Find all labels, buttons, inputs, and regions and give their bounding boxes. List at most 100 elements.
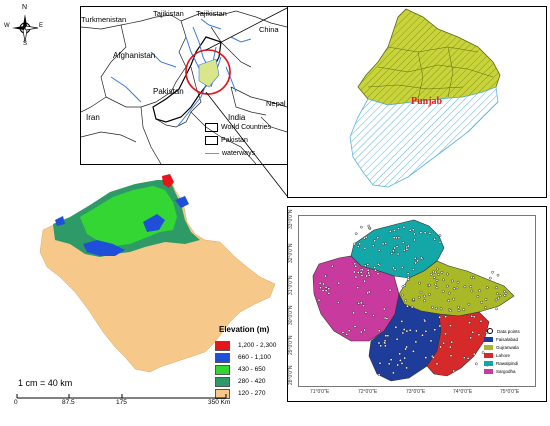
legend-swatch: [484, 344, 493, 350]
data-point-marker: [397, 227, 400, 230]
data-point-marker: [445, 284, 449, 288]
data-point-marker: [457, 309, 461, 312]
data-point-marker: [401, 285, 405, 288]
data-point-marker: [468, 321, 471, 324]
data-point-marker: [462, 308, 465, 311]
data-point-marker: [438, 234, 442, 237]
legend-line-icon: [205, 152, 219, 154]
data-point-marker: [373, 239, 376, 243]
data-point-marker: [357, 302, 361, 305]
scale-tick-3: 350 Km: [208, 399, 231, 406]
division-map-inner: [298, 215, 536, 387]
data-point-marker: [405, 345, 408, 349]
data-point-marker: [437, 273, 440, 276]
elevation-class-2: 660 - 1,100: [215, 351, 271, 364]
data-point-marker: [414, 340, 418, 344]
data-point-marker: [419, 231, 423, 234]
data-point-marker: [503, 294, 507, 297]
elevation-map: [35, 172, 285, 377]
legend-gujranwala: Gujranwala: [484, 343, 519, 351]
data-point-marker: [400, 362, 404, 365]
data-point-marker: [452, 297, 455, 301]
data-point-marker: [412, 268, 415, 271]
data-point-marker: [388, 288, 392, 292]
data-point-marker: [401, 266, 404, 269]
country-label-turkmenistan: Turkmenistan: [81, 15, 127, 24]
legend-box-icon: [205, 135, 218, 145]
data-point-marker: [428, 283, 431, 287]
data-point-marker: [480, 301, 483, 304]
legend-world-countries: World Countries: [205, 121, 271, 133]
compass-east-label: E: [39, 23, 44, 29]
data-point-marker: [322, 282, 325, 286]
data-point-marker: [405, 329, 409, 333]
data-point-marker: [392, 249, 395, 253]
data-point-marker: [345, 333, 349, 336]
data-point-marker: [352, 311, 355, 315]
data-point-marker: [331, 264, 334, 268]
data-point-marker: [421, 333, 424, 337]
data-point-marker: [442, 341, 445, 345]
data-point-marker: [362, 304, 365, 307]
country-label-tajikistan-2: Tajikistan: [196, 9, 227, 18]
data-point-marker: [504, 291, 508, 295]
country-label-tajikistan: Tajikistan: [153, 9, 184, 18]
data-point-marker: [402, 225, 406, 229]
data-point-marker: [368, 290, 371, 294]
country-label-pakistan: Pakistan: [153, 87, 184, 96]
data-point-marker: [469, 285, 473, 288]
data-point-marker: [432, 276, 436, 279]
data-point-marker: [367, 224, 371, 228]
data-point-marker: [484, 306, 487, 309]
data-point-marker: [440, 271, 444, 274]
data-point-marker: [444, 332, 447, 336]
data-point-marker: [438, 324, 442, 328]
legend-swatch: [484, 336, 493, 342]
data-point-marker: [353, 262, 357, 266]
data-point-marker: [356, 286, 359, 289]
division-map-frame: 33°0'0"N 32°0'0"N 31°0'0"N 30°0'0"N 29°0…: [287, 206, 547, 402]
data-point-marker: [439, 307, 443, 311]
data-point-marker: [377, 263, 380, 266]
data-point-marker: [393, 246, 396, 250]
data-point-marker: [503, 290, 506, 293]
data-point-marker: [405, 366, 408, 370]
data-point-marker: [413, 238, 416, 242]
data-point-marker: [466, 357, 470, 360]
data-point-marker: [435, 286, 439, 289]
data-point-marker: [382, 307, 386, 311]
data-point-marker: [424, 330, 428, 333]
elevation-class-5-label: 120 - 270: [238, 390, 266, 397]
data-point-marker: [474, 362, 478, 366]
data-points: [317, 224, 508, 376]
data-point-marker: [496, 292, 499, 295]
elevation-class-3-label: 430 - 650: [238, 366, 266, 373]
data-point-marker: [384, 334, 388, 337]
data-point-marker: [376, 272, 380, 276]
data-point-marker: [494, 298, 498, 302]
legend-swatch: [215, 364, 230, 375]
data-point-marker: [354, 232, 358, 236]
data-point-marker: [470, 289, 474, 293]
data-point-marker: [448, 345, 452, 349]
data-point-marker: [403, 356, 406, 360]
data-point-marker: [498, 294, 502, 298]
data-point-marker: [433, 328, 437, 331]
data-point-marker: [455, 286, 459, 290]
data-point-marker: [411, 228, 415, 232]
data-point-marker: [363, 328, 366, 332]
lon-label-3: 74°0'0"E: [453, 389, 473, 395]
data-point-marker: [429, 339, 433, 343]
north-arrow-compass: N S E W: [4, 4, 46, 48]
division-legend: Data points Faisalabad Gujranwala Lahore…: [484, 327, 544, 383]
data-point-marker: [359, 330, 363, 334]
data-point-marker: [353, 325, 357, 328]
legend-swatch: [484, 360, 493, 366]
legend-sargodha-label: Sargodha: [496, 368, 516, 374]
data-point-marker: [449, 309, 452, 312]
data-point-marker: [434, 283, 437, 286]
data-point-marker: [404, 299, 407, 302]
data-point-marker: [384, 242, 387, 245]
data-point-marker: [406, 272, 410, 276]
data-point-marker: [392, 371, 395, 375]
